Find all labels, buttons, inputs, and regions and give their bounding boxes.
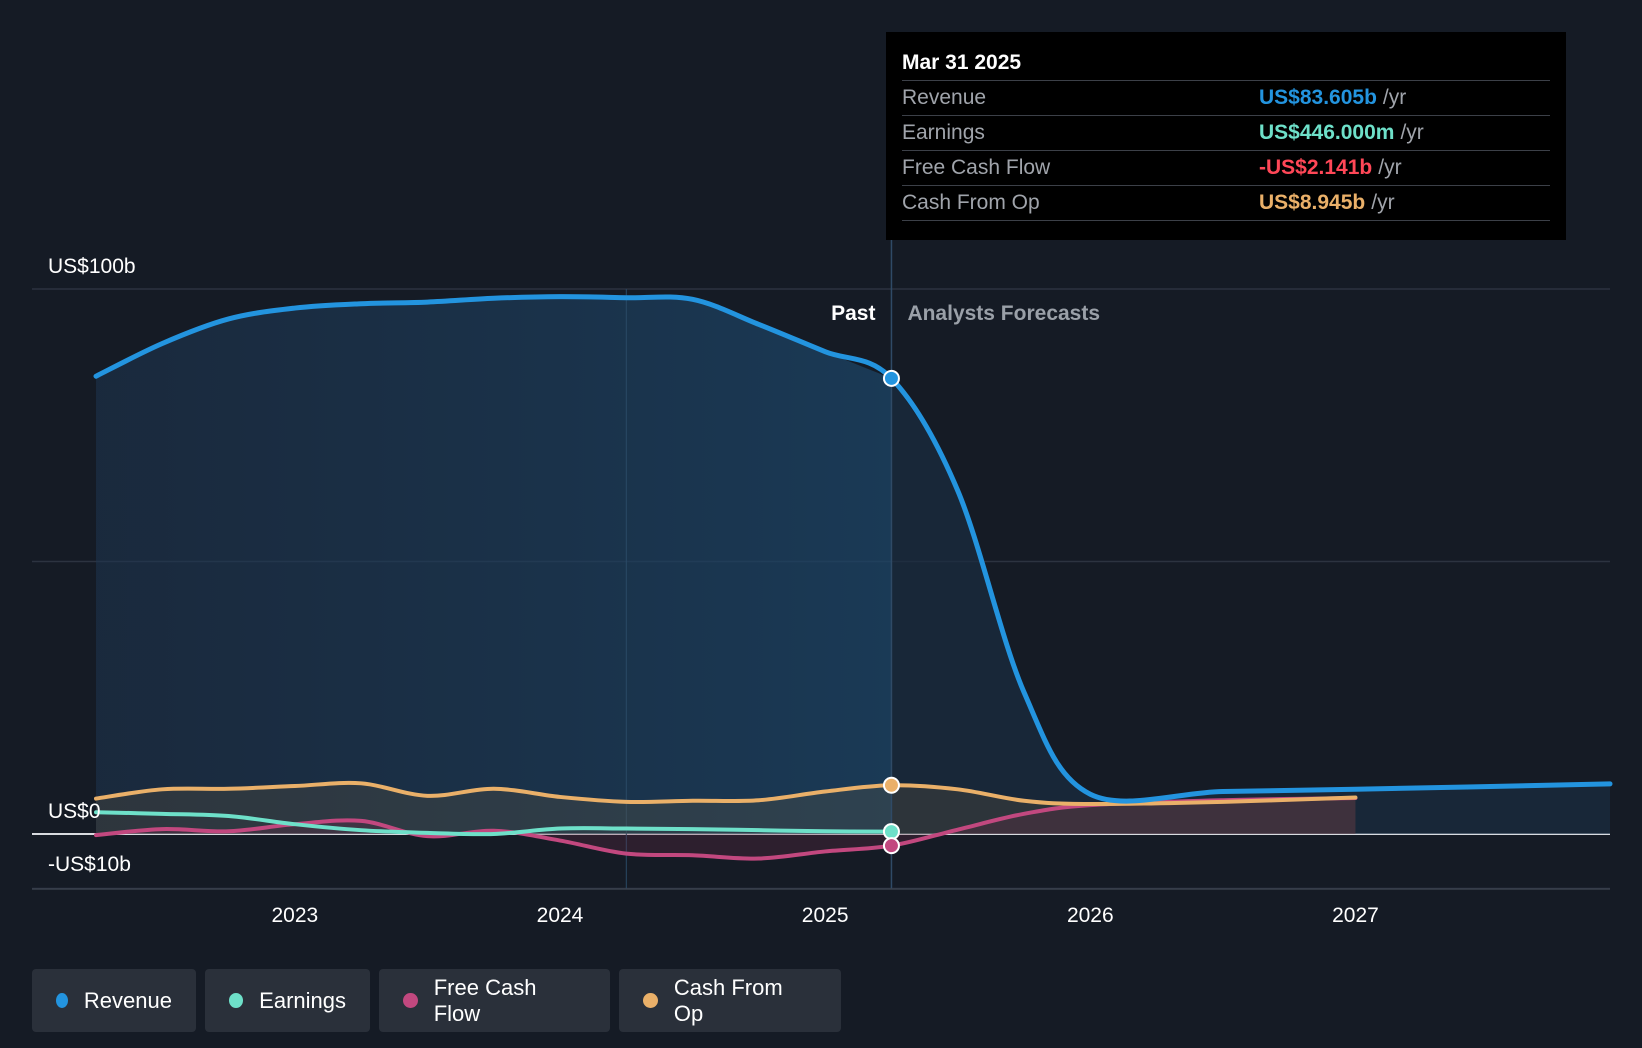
earnings-line [94,810,894,837]
past-region-shade [96,296,892,835]
cash-from-op-dot-icon [643,993,658,1008]
x-tick-label: 2024 [537,904,584,927]
tooltip-value: US$83.605b [1259,86,1377,109]
legend-item-earnings[interactable]: Earnings [205,969,370,1032]
tooltip-unit: /yr [1371,191,1395,214]
x-tick-label: 2025 [802,904,849,927]
tooltip-panel: Mar 31 2025 Revenue US$83.605b /yr Earni… [886,32,1566,240]
earnings-marker [882,823,900,841]
cash-from-op-line [94,780,1358,807]
tooltip-row-cash-from-op: Cash From Op US$8.945b /yr [902,185,1550,221]
tooltip-value: US$8.945b [1259,191,1366,214]
tooltip-label: Cash From Op [902,191,1040,214]
legend-label: Revenue [83,987,172,1013]
x-tick-label: 2023 [272,904,319,927]
cash-from-op-marker [882,776,900,794]
revenue-marker [882,369,900,387]
free-cash-flow-marker [882,837,900,855]
free-cash-flow-dot-icon [403,993,418,1008]
revenue-forecast-area [891,378,1610,834]
y-tick-label: US$0 [48,800,101,823]
earnings-dot-icon [229,993,244,1008]
legend: Revenue Earnings Free Cash Flow Cash Fro… [32,969,841,1032]
cash-from-op-area [96,782,1356,834]
tooltip-row-free-cash-flow: Free Cash Flow -US$2.141b /yr [902,150,1550,185]
tooltip-unit: /yr [1378,156,1402,179]
x-tick-label: 2026 [1067,904,1114,927]
legend-item-revenue[interactable]: Revenue [32,969,196,1032]
tooltip-unit: /yr [1382,86,1407,109]
forecast-label: Analysts Forecasts [907,302,1100,325]
tooltip-unit: /yr [1400,121,1424,144]
legend-item-cash-from-op[interactable]: Cash From Op [619,969,841,1032]
legend-label: Cash From Op [673,974,783,1026]
tooltip-value: -US$2.141b [1259,156,1373,179]
legend-item-free-cash-flow[interactable]: Free Cash Flow [379,969,610,1032]
past-label: Past [831,302,875,325]
tooltip-date: Mar 31 2025 [902,51,1022,74]
free-cash-flow-area [96,798,1356,859]
revenue-dot-icon [56,993,68,1008]
tooltip-row-earnings: Earnings US$446.000m /yr [902,115,1550,150]
tooltip-label: Free Cash Flow [902,156,1051,179]
tooltip-label: Earnings [902,121,985,144]
x-tick-label: 2027 [1332,904,1379,927]
legend-label: Free Cash Flow [433,974,537,1026]
tooltip-value: US$446.000m [1259,121,1395,144]
tooltip-row-revenue: Revenue US$83.605b /yr [902,80,1550,115]
y-tick-label: -US$10b [48,853,131,876]
tooltip-label: Revenue [902,86,987,109]
revenue-line [93,294,1613,804]
y-tick-label: US$100b [48,255,136,278]
legend-label: Earnings [259,987,346,1013]
